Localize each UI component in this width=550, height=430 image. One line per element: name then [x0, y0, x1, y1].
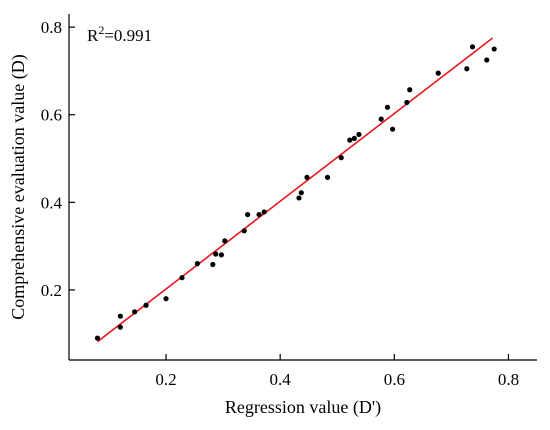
data-point: [241, 228, 247, 234]
data-point: [218, 252, 224, 258]
data-point: [245, 211, 251, 218]
data-point: [256, 211, 262, 218]
data-point: [469, 44, 476, 50]
data-point: [378, 116, 384, 122]
data-point: [464, 66, 470, 72]
data-point: [491, 46, 497, 52]
data-point: [222, 238, 228, 244]
data-point: [324, 174, 331, 180]
data-point: [407, 87, 413, 93]
data-point: [143, 302, 149, 308]
data-point: [213, 251, 219, 257]
data-point: [261, 209, 267, 215]
data-point: [347, 137, 353, 143]
data-point: [404, 99, 410, 106]
r-squared-annotation: R2=0.991: [87, 23, 152, 45]
y-tick-label: 0.8: [41, 18, 62, 37]
r-squared-prefix: R: [87, 26, 99, 45]
data-point: [484, 57, 490, 63]
data-point: [296, 195, 302, 201]
data-point: [356, 131, 362, 138]
y-tick-label: 0.4: [41, 193, 63, 212]
r-squared-value: =0.991: [104, 26, 152, 45]
data-point: [94, 335, 101, 341]
data-point: [298, 190, 304, 196]
data-point: [117, 324, 123, 330]
x-axis-title: Regression value (D'): [225, 397, 381, 418]
x-tick-label: 0.4: [270, 370, 292, 389]
data-point: [338, 155, 344, 161]
y-tick-label: 0.6: [41, 106, 62, 125]
y-axis-title: Comprehensive evaluation value (D): [8, 54, 29, 319]
data-point: [304, 174, 310, 180]
x-tick-label: 0.2: [155, 370, 176, 389]
y-tick-label: 0.2: [41, 281, 62, 300]
data-points-layer: [94, 44, 497, 341]
axis-ticks: 0.2 0.4 0.6 0.8 0.2 0.4 0.6 0.8: [41, 18, 519, 389]
data-point: [117, 313, 123, 319]
data-point: [194, 261, 201, 267]
data-point: [163, 296, 169, 302]
r-squared-superscript: 2: [98, 23, 104, 37]
x-tick-label: 0.6: [384, 370, 405, 389]
data-point: [435, 70, 441, 76]
regression-fit-line: [97, 37, 493, 343]
x-tick-label: 0.8: [498, 370, 519, 389]
fit-line-layer: [97, 37, 493, 343]
data-point: [351, 135, 357, 141]
data-point: [132, 309, 138, 315]
data-point: [390, 126, 396, 132]
data-point: [179, 275, 185, 281]
data-point: [384, 104, 391, 110]
data-point: [210, 261, 216, 268]
